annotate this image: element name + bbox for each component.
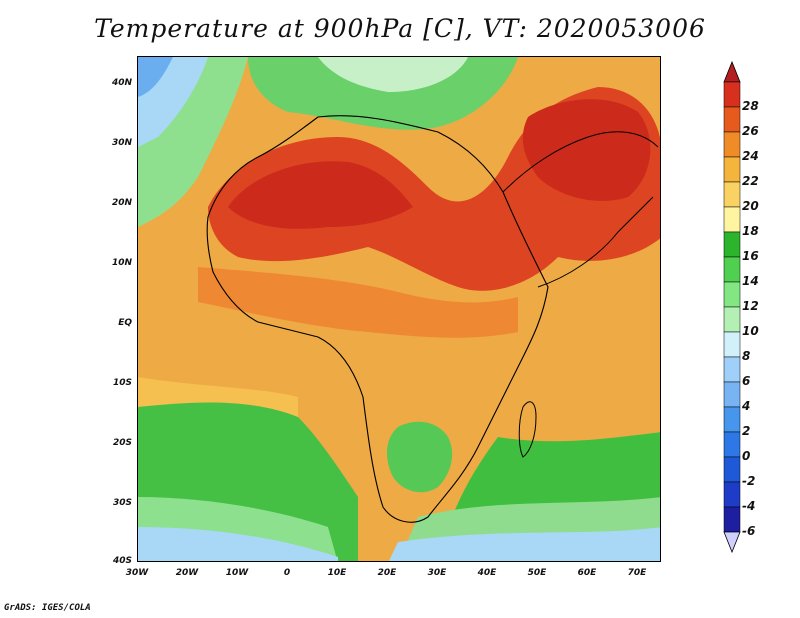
lon-label-20w: 20W <box>175 568 199 578</box>
colorbar-label: 10 <box>742 324 759 338</box>
colorbar-label: 22 <box>742 174 759 188</box>
lat-label-30s: 30S <box>112 498 132 508</box>
madagascar-coastline <box>518 401 537 458</box>
grads-credit: GrADS: IGES/COLA <box>4 603 91 613</box>
colorbar-segment <box>723 431 741 458</box>
colorbar-label: 16 <box>742 249 759 263</box>
colorbar-label: 0 <box>742 449 751 463</box>
sahel-warm-band <box>198 267 518 338</box>
colorbar-label: 26 <box>742 124 759 138</box>
colorbar-segment <box>723 206 741 233</box>
colorbar-label: 2 <box>742 424 751 438</box>
map-plot-area <box>137 56 661 562</box>
arabia-hottest-core <box>522 99 651 201</box>
colorbar-label: 20 <box>742 199 759 213</box>
africa-coastline <box>206 115 549 523</box>
lon-label-70e: 70E <box>627 568 647 578</box>
colorbar-segment <box>723 406 741 433</box>
lon-label-30e: 30E <box>427 568 447 578</box>
colorbar-segment <box>723 81 741 108</box>
colorbar-segment <box>723 181 741 208</box>
lon-label-40e: 40E <box>477 568 497 578</box>
arabia-coastline <box>502 131 659 193</box>
lat-label-40s: 40S <box>112 556 132 566</box>
colorbar-top-arrow <box>723 60 741 83</box>
colorbar-label: 28 <box>742 99 759 113</box>
colorbar-bottom-arrow <box>723 531 741 554</box>
lon-label-10e: 10E <box>327 568 347 578</box>
colorbar-segment <box>723 256 741 283</box>
colorbar-label: 8 <box>742 349 751 363</box>
lat-label-10n: 10N <box>111 258 132 268</box>
colorbar-label: -6 <box>742 524 756 538</box>
europe-cool-region <box>318 57 468 92</box>
colorbar-segment <box>723 506 741 533</box>
lat-label-10s: 10S <box>112 378 132 388</box>
colorbar-segment <box>723 281 741 308</box>
colorbar-segment <box>723 306 741 333</box>
lon-label-20e: 20E <box>377 568 397 578</box>
lon-label-60e: 60E <box>577 568 597 578</box>
colorbar-segment <box>723 231 741 258</box>
colorbar <box>723 60 741 554</box>
map-title: Temperature at 900hPa [C], VT: 202005300… <box>94 14 706 43</box>
lon-label-0: 0 <box>283 568 291 578</box>
colorbar-segment <box>723 106 741 133</box>
lat-label-30n: 30N <box>111 138 132 148</box>
temperature-field <box>138 57 660 561</box>
colorbar-label: 6 <box>742 374 751 388</box>
horn-coastline <box>537 196 654 288</box>
colorbar-label: 24 <box>742 149 759 163</box>
colorbar-segment <box>723 156 741 183</box>
south-africa-cool-interior <box>386 421 453 493</box>
colorbar-label: 18 <box>742 224 759 238</box>
colorbar-segment <box>723 331 741 358</box>
colorbar-segment <box>723 456 741 483</box>
lon-label-10w: 10W <box>225 568 249 578</box>
colorbar-label: -2 <box>742 474 756 488</box>
colorbar-segment <box>723 481 741 508</box>
lon-label-50e: 50E <box>527 568 547 578</box>
lat-label-40n: 40N <box>111 78 132 88</box>
lon-label-30w: 30W <box>125 568 149 578</box>
colorbar-label: -4 <box>742 499 756 513</box>
lat-label-20s: 20S <box>112 438 132 448</box>
ocean-south-cold-band <box>138 527 338 561</box>
colorbar-label: 4 <box>742 399 751 413</box>
colorbar-segment <box>723 381 741 408</box>
colorbar-label: 12 <box>742 299 759 313</box>
colorbar-segment <box>723 356 741 383</box>
ocean-south-indian-cold <box>388 527 660 561</box>
lat-label-eq: EQ <box>118 318 132 328</box>
lat-label-20n: 20N <box>111 198 132 208</box>
colorbar-label: 14 <box>742 274 759 288</box>
sahara-hottest-core <box>228 161 413 229</box>
ocean-north-atlantic-coldest <box>138 57 173 97</box>
colorbar-segment <box>723 131 741 158</box>
